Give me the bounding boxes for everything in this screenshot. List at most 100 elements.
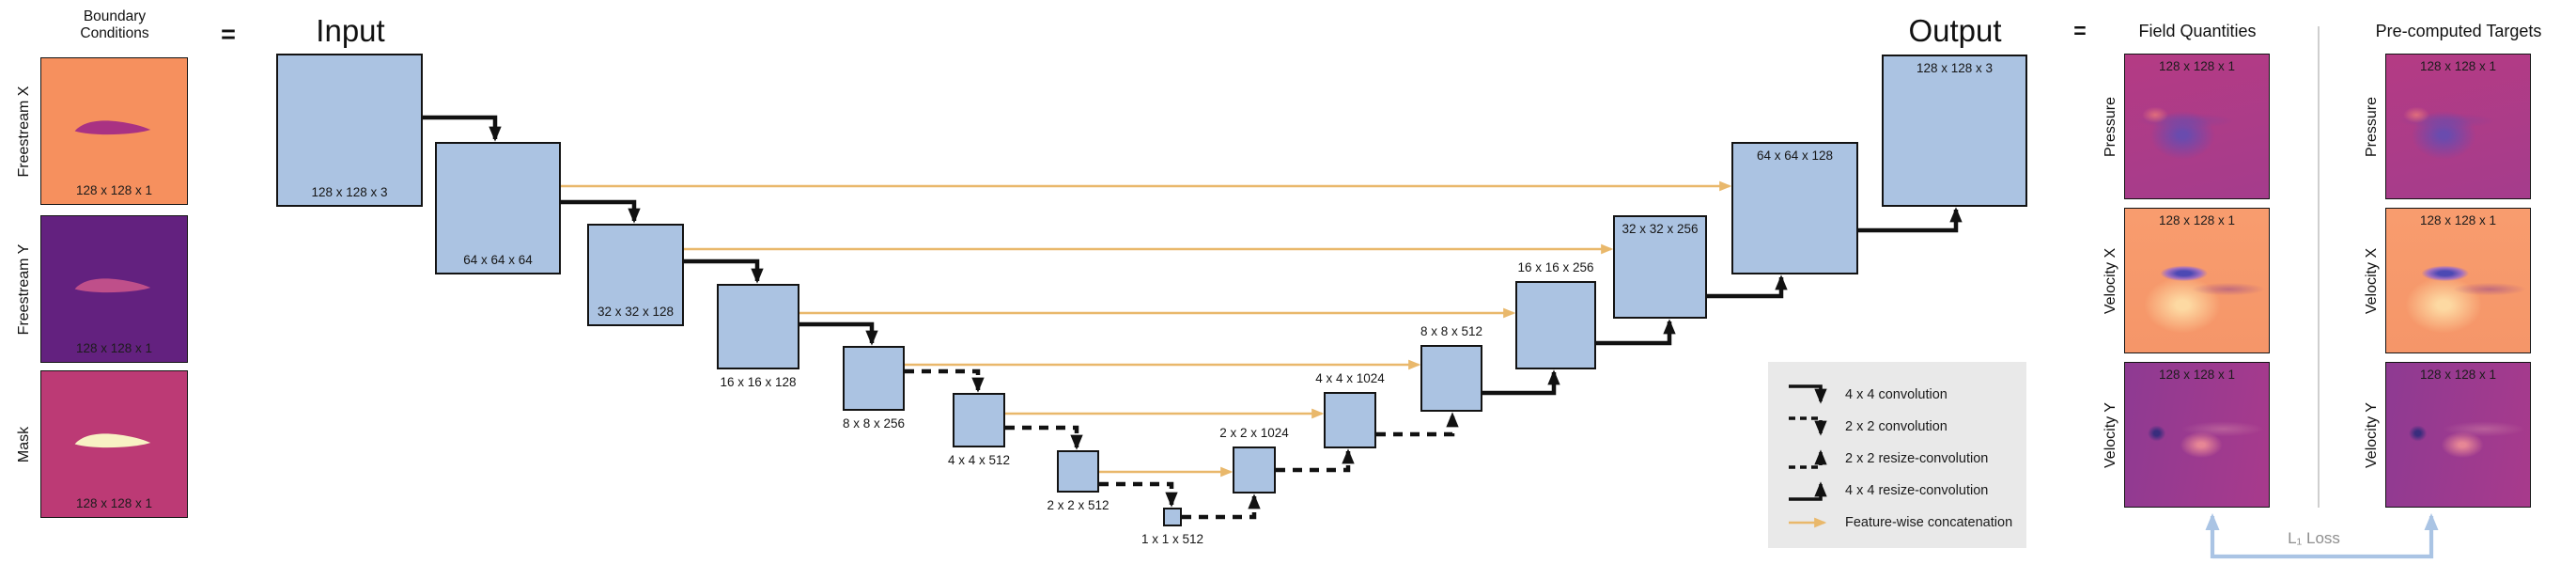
legend-item-label: 4 x 4 resize-convolution (1845, 483, 1989, 498)
airfoil-shape (74, 433, 151, 448)
field-row-label: Velocity X (2103, 247, 2118, 314)
field-figure-velocity-y: 128 x 128 x 1 (2385, 362, 2531, 508)
unet-layer-box-e16 (717, 284, 799, 369)
unet-layer-label-e64: 64 x 64 x 64 (463, 253, 533, 267)
unet-layer-label-d4: 4 x 4 x 1024 (1315, 371, 1385, 385)
unet-layer-label-e16: 16 x 16 x 128 (720, 375, 797, 389)
2x2-resize-convolution-arrow (1182, 494, 1261, 520)
precomputed-targets-title: Pre-computed Targets (2375, 22, 2542, 40)
field-row-label: Velocity X (2364, 247, 2380, 314)
legend-item-label: 4 x 4 convolution (1845, 387, 1948, 402)
4x4-convolution-arrow (423, 115, 502, 142)
legend-item-orange-right: Feature-wise concatenation (1783, 507, 2012, 539)
4x4-resize-convolution-arrow (1482, 369, 1560, 396)
unet-layer-label-e32: 32 x 32 x 128 (597, 305, 675, 319)
legend: 4 x 4 convolution 2 x 2 convolution 2 x 2 … (1768, 362, 2026, 548)
unet-layer-label-input: 128 x 128 x 3 (311, 185, 388, 199)
legend-item-label: Feature-wise concatenation (1845, 515, 2013, 530)
figure-dims-label: 128 x 128 x 1 (75, 496, 153, 510)
legend-solid-up-icon (1789, 481, 1827, 501)
unet-layer-box-e4 (953, 393, 1005, 447)
boundary-conditions-title: Boundary Conditions (80, 8, 148, 42)
4x4-resize-convolution-arrow (1596, 319, 1676, 346)
figure-dims-label: 128 x 128 x 1 (75, 341, 153, 355)
unet-layer-label-e1: 1 x 1 x 512 (1141, 532, 1204, 546)
unet-layer-box-e2 (1057, 450, 1099, 493)
4x4-resize-convolution-arrow (1707, 274, 1788, 299)
2x2-resize-convolution-arrow (1376, 412, 1459, 437)
figure-dims-label: 128 x 128 x 1 (2158, 213, 2236, 227)
2x2-convolution-arrow (1099, 481, 1178, 508)
unet-layer-label-out: 128 x 128 x 3 (1916, 61, 1994, 75)
bc-figure-freestream-y: 128 x 128 x 1 (40, 215, 188, 363)
field-row-label: Pressure (2364, 96, 2380, 157)
legend-item-label: 2 x 2 resize-convolution (1845, 451, 1989, 466)
unet-layer-box-e8 (843, 346, 905, 411)
field-figure-pressure: 128 x 128 x 1 (2124, 54, 2270, 199)
unet-layer-label-e8: 8 x 8 x 256 (842, 416, 906, 431)
airfoil-shape (74, 120, 151, 135)
unet-layer-box-out (1882, 55, 2027, 207)
bc-row-label: Mask (16, 426, 32, 462)
4x4-convolution-arrow (799, 321, 878, 346)
4x4-convolution-arrow (561, 199, 641, 224)
boundary-title-line2: Conditions (80, 24, 149, 41)
unet-layer-box-d16 (1515, 277, 1600, 369)
figure-dims-label: 128 x 128 x 1 (2419, 213, 2497, 227)
airfoil-silhouette (74, 433, 151, 448)
unet-layer-label-e2: 2 x 2 x 512 (1047, 498, 1110, 512)
unet-layer-label-d64: 64 x 64 x 128 (1756, 149, 1834, 163)
unet-layer-box-input (276, 54, 423, 207)
field-row-label: Pressure (2103, 96, 2118, 157)
unet-layer-box-d8 (1420, 341, 1486, 412)
2x2-convolution-arrow (905, 368, 985, 393)
bc-figure-mask: 128 x 128 x 1 (40, 370, 188, 518)
2x2-convolution-arrow (1005, 425, 1083, 450)
bc-row-label: Freestream X (16, 86, 32, 177)
unet-layer-box-e64 (435, 142, 561, 274)
legend-item-dashed-down: 2 x 2 convolution (1783, 411, 1948, 443)
unet-layer-label-e4: 4 x 4 x 512 (947, 453, 1011, 467)
figure-dims-label: 128 x 128 x 1 (2419, 59, 2497, 73)
output-title: Output (1908, 13, 2002, 48)
column-divider (2318, 26, 2320, 508)
unet-layer-label-d32: 32 x 32 x 256 (1622, 222, 1699, 236)
airfoil-silhouette (74, 278, 151, 293)
2x2-resize-convolution-arrow (1276, 448, 1355, 473)
field-quantities-title: Field Quantities (2138, 22, 2257, 40)
field-row-label: Velocity Y (2364, 401, 2380, 468)
equals-sign-right: = (2073, 18, 2087, 43)
figure-dims-label: 128 x 128 x 1 (2419, 368, 2497, 382)
loss-connector-right (2212, 513, 2439, 559)
unet-layer-box-d32 (1613, 212, 1711, 319)
legend-dashed-down-icon (1789, 416, 1827, 436)
legend-dashed-up-icon (1789, 449, 1827, 469)
airfoil-shape (74, 278, 151, 293)
input-title: Input (316, 13, 385, 48)
figure-dims-label: 128 x 128 x 1 (2158, 368, 2236, 382)
field-figure-velocity-y: 128 x 128 x 1 (2124, 362, 2270, 508)
unet-layer-box-d64 (1731, 138, 1862, 274)
airfoil-silhouette (74, 120, 151, 135)
unet-layer-box-e32 (587, 224, 684, 326)
legend-item-dashed-up: 2 x 2 resize-convolution (1783, 443, 1988, 475)
loss-label: L₁ Loss (2288, 529, 2340, 547)
bc-row-label: Freestream Y (16, 243, 32, 335)
figure-dims-label: 128 x 128 x 1 (75, 183, 153, 197)
bc-figure-freestream-x: 128 x 128 x 1 (40, 57, 188, 205)
legend-orange-right-icon (1789, 517, 1827, 528)
boundary-title-line1: Boundary (83, 8, 147, 24)
legend-solid-down-icon (1789, 384, 1827, 404)
legend-item-label: 2 x 2 convolution (1845, 419, 1948, 434)
field-row-label: Velocity Y (2103, 401, 2118, 468)
unet-layer-box-d2 (1233, 443, 1280, 494)
unet-layer-label-d8: 8 x 8 x 512 (1420, 324, 1483, 338)
field-figure-velocity-x: 128 x 128 x 1 (2124, 208, 2270, 353)
4x4-convolution-arrow (684, 258, 764, 284)
unet-layer-box-e1 (1163, 508, 1182, 526)
unet-layer-label-d16: 16 x 16 x 256 (1517, 260, 1594, 274)
legend-item-solid-up: 4 x 4 resize-convolution (1783, 475, 1988, 507)
field-figure-pressure: 128 x 128 x 1 (2385, 54, 2531, 199)
